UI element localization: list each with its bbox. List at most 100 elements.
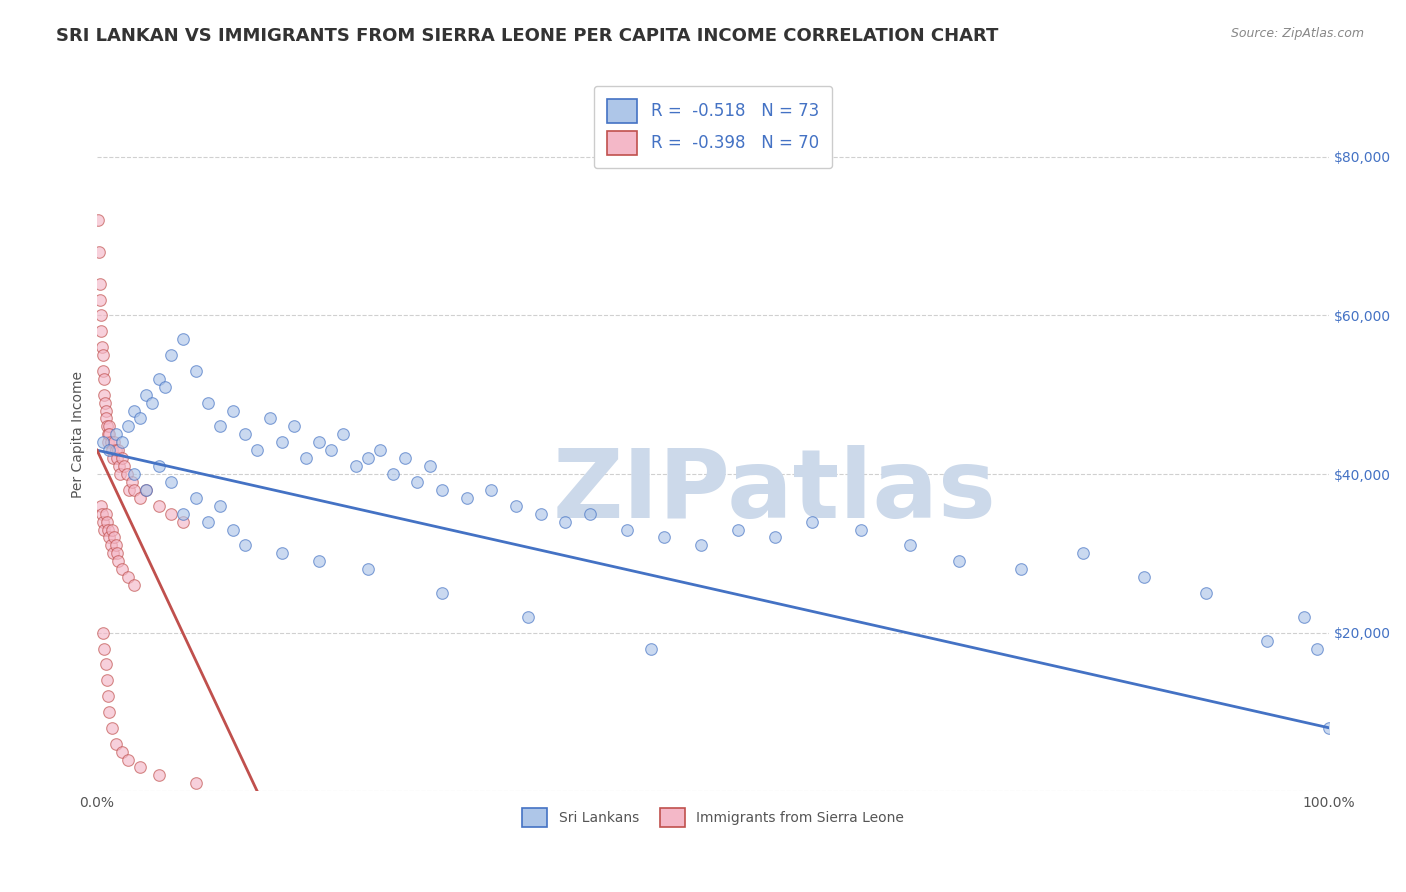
Point — [97, 689, 120, 703]
Point — [103, 435, 125, 450]
Point — [89, 277, 111, 291]
Point — [1010, 562, 1032, 576]
Point — [381, 467, 404, 481]
Point — [141, 395, 163, 409]
Point — [197, 395, 219, 409]
Point — [1071, 546, 1094, 560]
Point — [105, 451, 128, 466]
Point — [184, 364, 207, 378]
Point — [98, 443, 121, 458]
Point — [689, 538, 711, 552]
Point — [104, 538, 127, 552]
Point — [221, 403, 243, 417]
Point — [160, 507, 183, 521]
Legend: Sri Lankans, Immigrants from Sierra Leone: Sri Lankans, Immigrants from Sierra Leon… — [516, 801, 911, 834]
Point — [98, 427, 121, 442]
Point — [104, 737, 127, 751]
Point — [91, 348, 114, 362]
Point — [108, 459, 131, 474]
Point — [517, 609, 540, 624]
Point — [135, 483, 157, 497]
Point — [110, 467, 132, 481]
Point — [91, 340, 114, 354]
Point — [96, 427, 118, 442]
Point — [96, 515, 118, 529]
Point — [121, 475, 143, 489]
Point — [105, 546, 128, 560]
Point — [101, 546, 124, 560]
Point — [430, 483, 453, 497]
Point — [107, 443, 129, 458]
Point — [246, 443, 269, 458]
Point — [89, 293, 111, 307]
Point — [357, 562, 380, 576]
Point — [308, 435, 330, 450]
Point — [101, 523, 124, 537]
Point — [1256, 633, 1278, 648]
Point — [233, 538, 256, 552]
Point — [898, 538, 921, 552]
Point — [357, 451, 380, 466]
Point — [94, 403, 117, 417]
Point — [98, 705, 121, 719]
Point — [135, 387, 157, 401]
Point — [148, 459, 170, 474]
Point — [270, 435, 292, 450]
Point — [112, 459, 135, 474]
Point — [100, 538, 122, 552]
Point — [172, 515, 194, 529]
Point — [91, 625, 114, 640]
Point — [87, 244, 110, 259]
Point — [849, 523, 872, 537]
Point — [295, 451, 318, 466]
Point — [94, 657, 117, 672]
Point — [579, 507, 602, 521]
Point — [111, 451, 134, 466]
Point — [93, 641, 115, 656]
Point — [1133, 570, 1156, 584]
Point — [111, 745, 134, 759]
Point — [118, 483, 141, 497]
Point — [117, 570, 139, 584]
Point — [97, 435, 120, 450]
Point — [87, 213, 110, 227]
Point — [122, 403, 145, 417]
Point — [129, 491, 152, 505]
Point — [800, 515, 823, 529]
Point — [100, 435, 122, 450]
Point — [344, 459, 367, 474]
Point — [948, 554, 970, 568]
Point — [107, 554, 129, 568]
Point — [1195, 586, 1218, 600]
Point — [91, 507, 114, 521]
Point — [148, 499, 170, 513]
Point — [129, 760, 152, 774]
Point — [259, 411, 281, 425]
Point — [101, 451, 124, 466]
Point — [209, 499, 232, 513]
Point — [209, 419, 232, 434]
Text: Source: ZipAtlas.com: Source: ZipAtlas.com — [1230, 27, 1364, 40]
Point — [456, 491, 478, 505]
Point — [172, 507, 194, 521]
Point — [184, 491, 207, 505]
Point — [321, 443, 343, 458]
Point — [554, 515, 576, 529]
Point — [91, 435, 114, 450]
Point — [148, 768, 170, 782]
Point — [153, 380, 176, 394]
Point — [91, 515, 114, 529]
Point — [93, 387, 115, 401]
Point — [370, 443, 392, 458]
Point — [308, 554, 330, 568]
Point — [122, 483, 145, 497]
Point — [94, 507, 117, 521]
Point — [117, 419, 139, 434]
Point — [111, 435, 134, 450]
Point — [97, 419, 120, 434]
Point — [763, 531, 786, 545]
Point — [135, 483, 157, 497]
Point — [283, 419, 305, 434]
Point — [96, 673, 118, 688]
Point — [90, 309, 112, 323]
